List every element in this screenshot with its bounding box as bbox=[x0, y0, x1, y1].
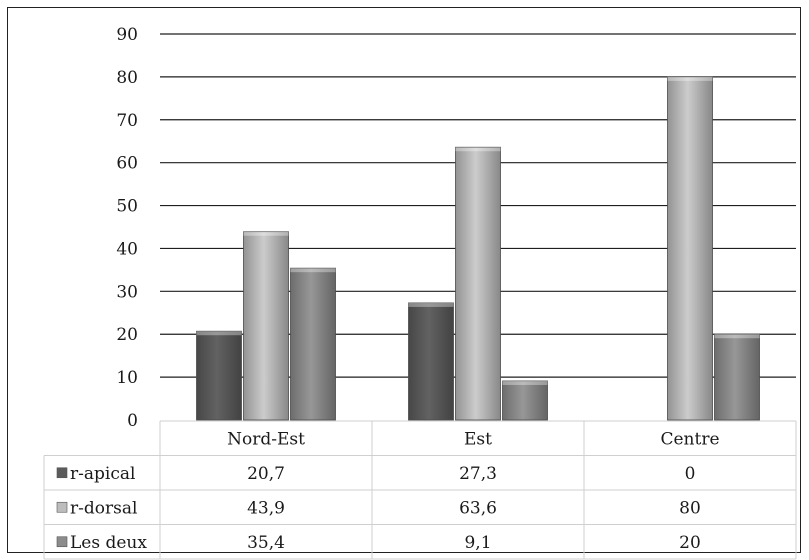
bar bbox=[243, 231, 289, 421]
data-label: 63,6 bbox=[459, 498, 497, 518]
legend-label: r-apical bbox=[70, 464, 135, 484]
y-tick-label: 40 bbox=[116, 239, 138, 259]
bar bbox=[290, 267, 336, 421]
bar-top-highlight bbox=[667, 76, 713, 81]
bar-top-highlight bbox=[408, 302, 454, 307]
bar-top-highlight bbox=[455, 147, 501, 152]
y-tick-label: 60 bbox=[116, 154, 138, 174]
y-tick-label: 80 bbox=[116, 68, 138, 88]
bar bbox=[196, 330, 242, 421]
x-tick-label: Est bbox=[464, 429, 492, 449]
legend-label: Les deux bbox=[70, 533, 147, 553]
bar-top-highlight bbox=[243, 231, 289, 236]
legend-swatch bbox=[56, 536, 68, 548]
data-label: 20,7 bbox=[247, 464, 285, 484]
bar-top-highlight bbox=[714, 334, 760, 339]
y-tick-label: 70 bbox=[116, 111, 138, 131]
legend-label: r-dorsal bbox=[70, 498, 137, 518]
data-label: 80 bbox=[679, 498, 701, 518]
data-label: 20 bbox=[679, 533, 701, 553]
bar bbox=[667, 76, 713, 421]
bar-top-highlight bbox=[502, 380, 548, 385]
legend-swatch bbox=[56, 467, 68, 479]
y-tick-label: 90 bbox=[116, 25, 138, 45]
data-label: 35,4 bbox=[247, 533, 285, 553]
bar-top-highlight bbox=[196, 331, 242, 336]
data-label: 9,1 bbox=[464, 533, 491, 553]
x-tick-label: Centre bbox=[660, 429, 719, 449]
bar bbox=[408, 302, 454, 421]
bar bbox=[455, 146, 501, 421]
bar bbox=[714, 333, 760, 421]
data-label: 27,3 bbox=[459, 464, 497, 484]
legend-swatch bbox=[56, 501, 68, 513]
y-tick-label: 10 bbox=[116, 368, 138, 388]
y-tick-label: 50 bbox=[116, 197, 138, 217]
y-tick-label: 20 bbox=[116, 325, 138, 345]
y-tick-label: 0 bbox=[127, 411, 138, 431]
y-tick-label: 30 bbox=[116, 282, 138, 302]
bar-top-highlight bbox=[290, 268, 336, 273]
x-tick-label: Nord-Est bbox=[227, 429, 305, 449]
data-label: 0 bbox=[685, 464, 696, 484]
data-label: 43,9 bbox=[247, 498, 285, 518]
bar bbox=[502, 380, 548, 421]
